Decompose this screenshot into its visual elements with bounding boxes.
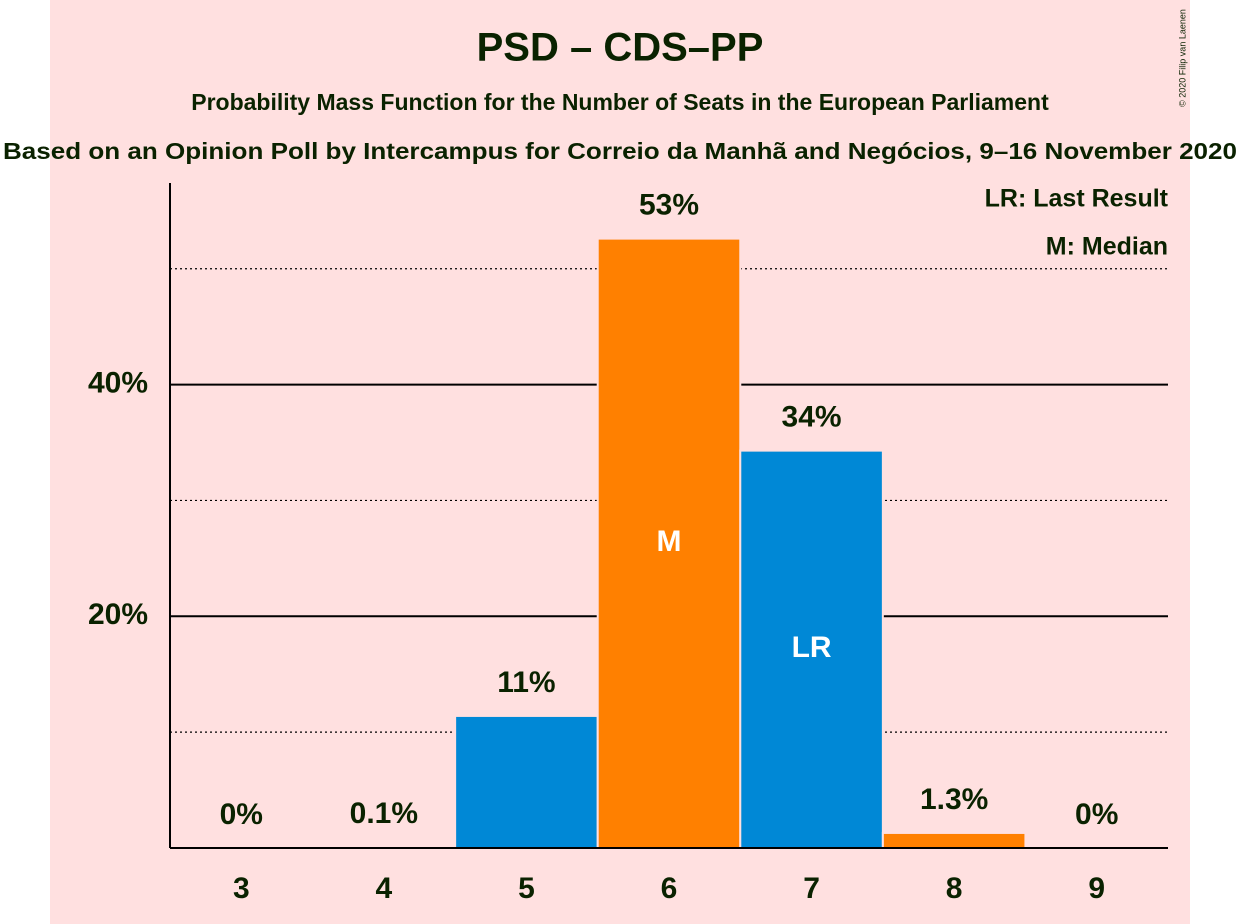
x-tick-label: 5 <box>518 872 535 905</box>
x-tick-label: 4 <box>376 872 393 905</box>
x-tick-label: 7 <box>803 872 820 905</box>
value-label: 1.3% <box>920 783 988 816</box>
value-label: 11% <box>497 666 555 699</box>
bar <box>454 714 599 849</box>
chart-title: PSD – CDS–PP <box>477 26 764 70</box>
chart-subtitle: Based on an Opinion Poll by Intercampus … <box>3 138 1237 164</box>
y-tick-label: 20% <box>88 598 148 631</box>
value-label: 53% <box>639 189 699 222</box>
value-label: 0% <box>1075 798 1118 831</box>
legend-note: M: Median <box>1046 233 1168 261</box>
bar-annotation: M <box>657 525 682 558</box>
x-tick-label: 8 <box>946 872 963 905</box>
credit: © 2020 Filip van Laenen <box>1177 9 1187 107</box>
bar-annotation: LR <box>792 631 832 664</box>
value-label: 34% <box>782 401 842 434</box>
value-label: 0% <box>220 798 263 831</box>
x-tick-label: 9 <box>1088 872 1105 905</box>
y-tick-label: 40% <box>88 367 148 400</box>
legend-note: LR: Last Result <box>985 185 1169 213</box>
bar <box>881 831 1027 850</box>
x-tick-label: 3 <box>233 872 250 905</box>
value-label: 0.1% <box>350 797 418 830</box>
x-tick-label: 6 <box>661 872 678 905</box>
chart-subtitle: Probability Mass Function for the Number… <box>191 89 1049 115</box>
bar <box>596 237 742 850</box>
bar <box>739 449 884 849</box>
